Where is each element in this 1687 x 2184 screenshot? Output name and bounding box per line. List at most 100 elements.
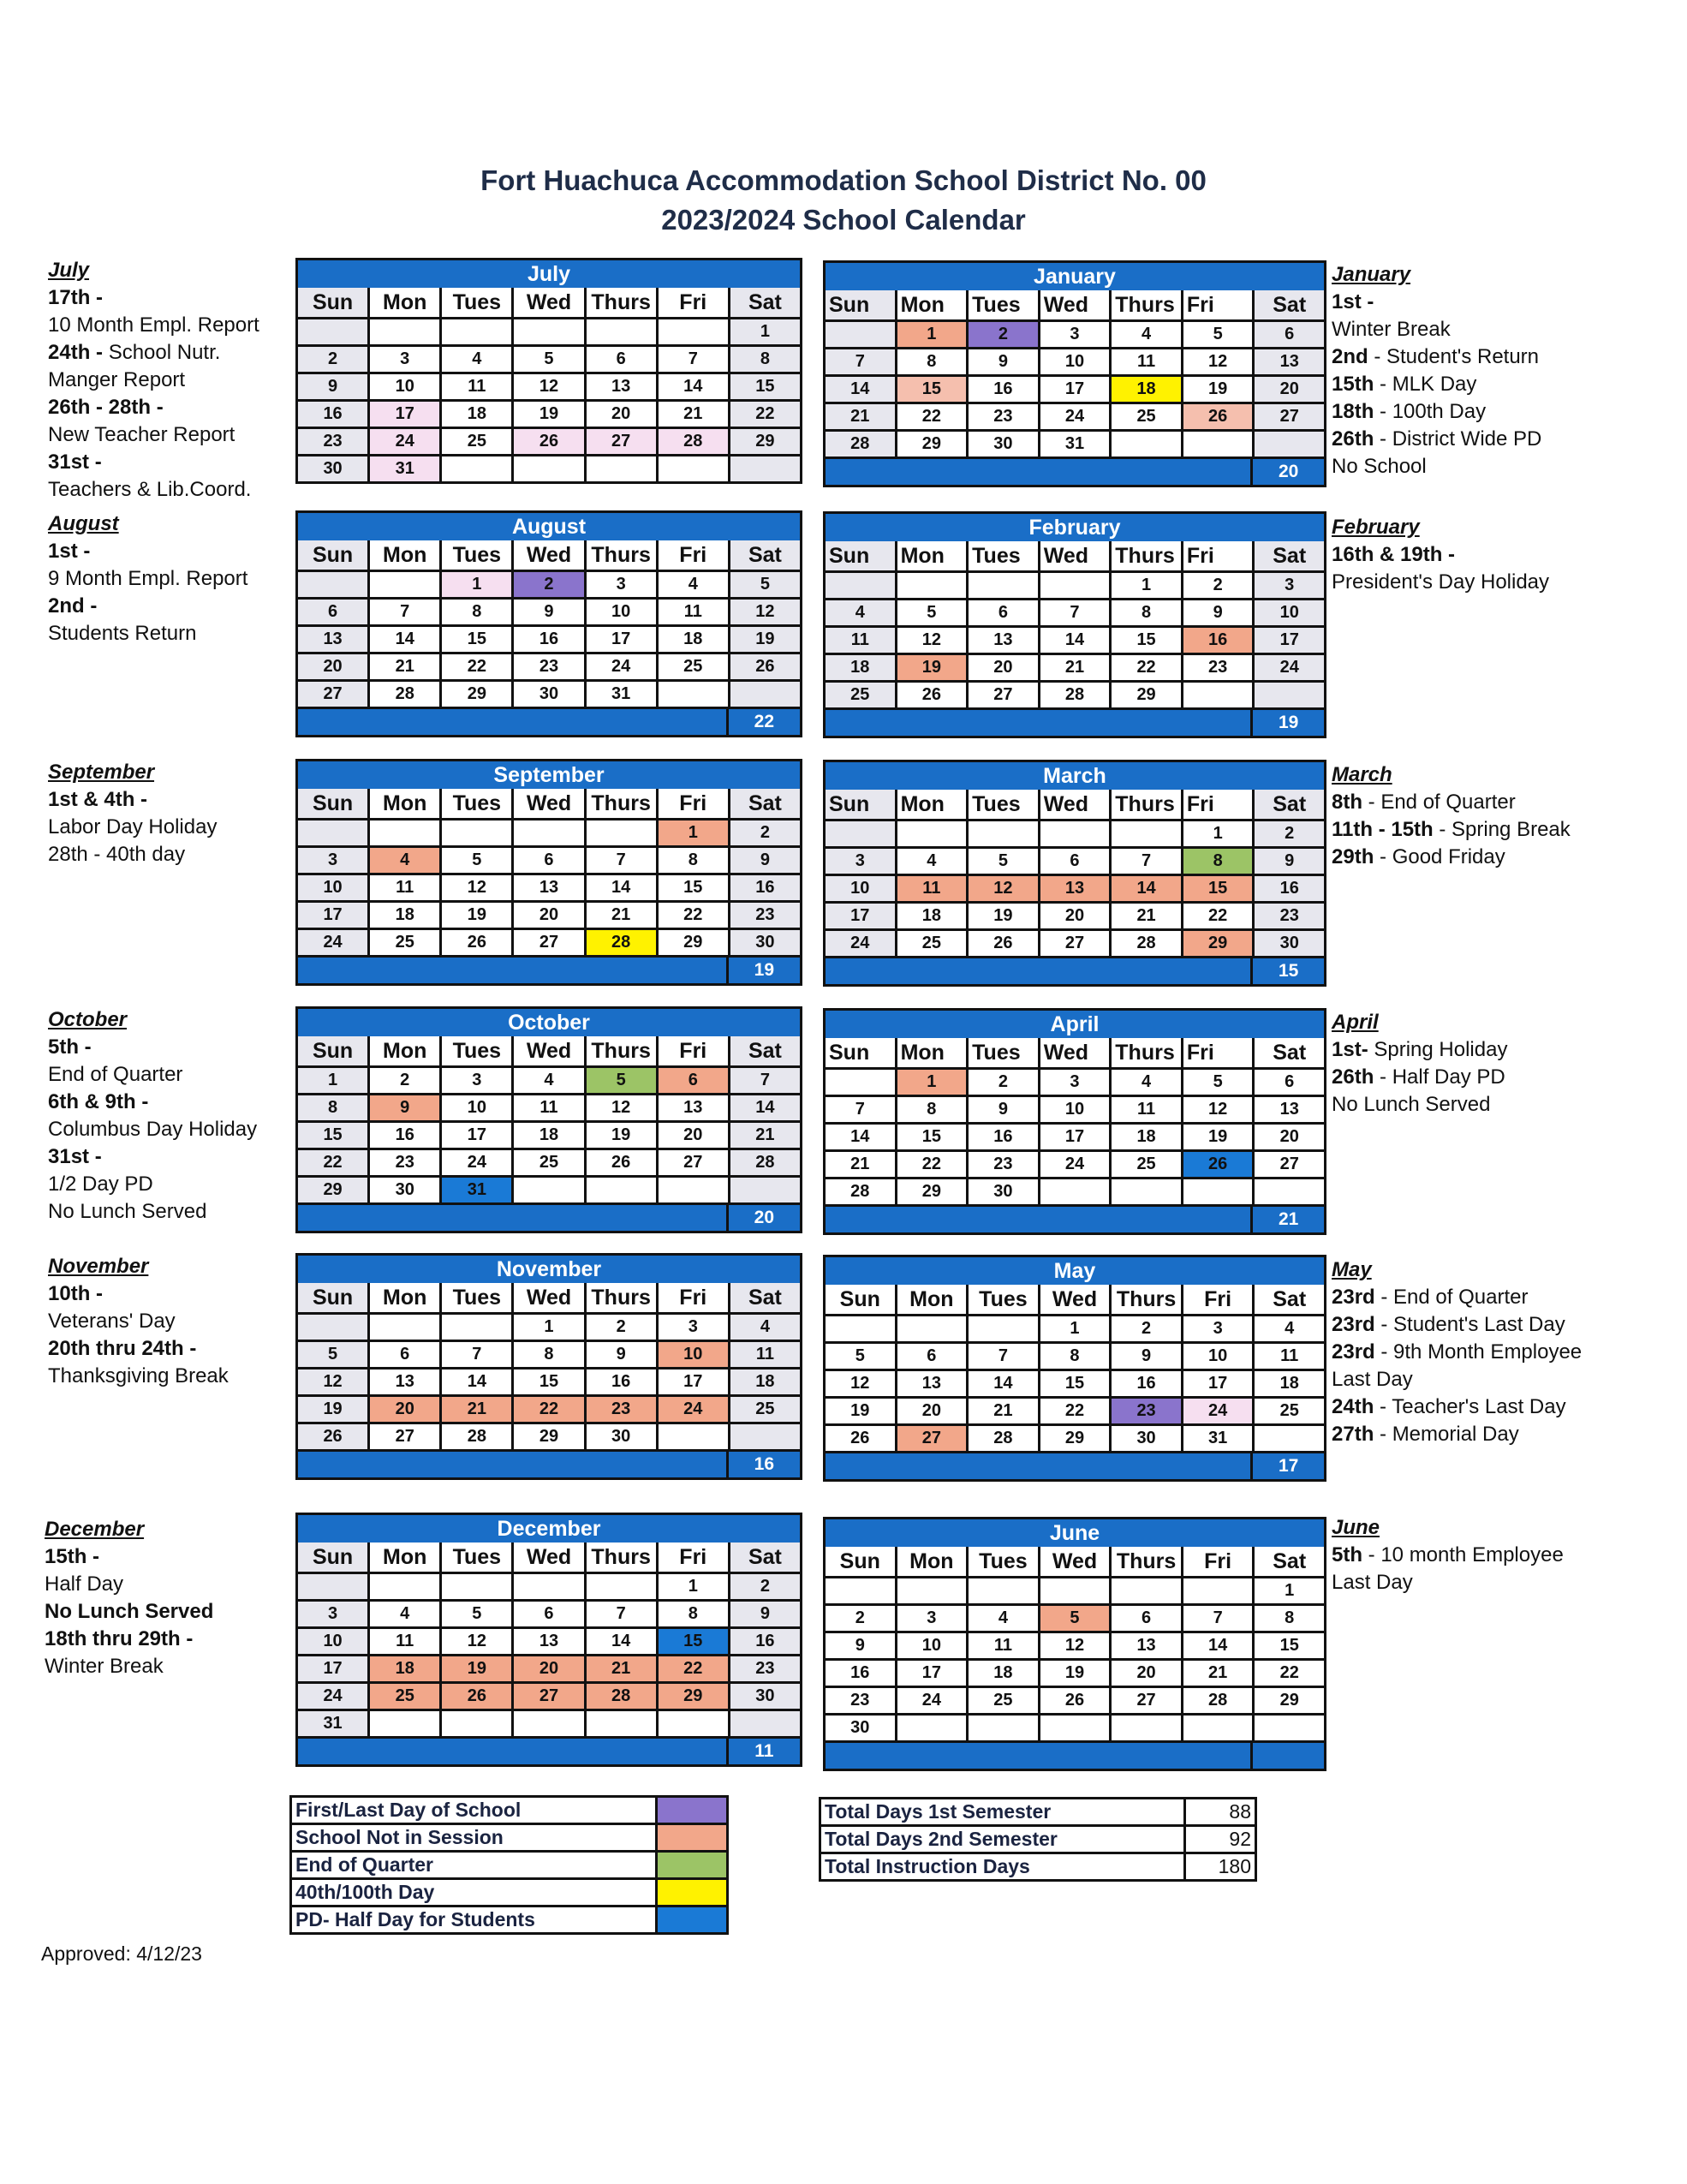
day-cell: 10 [586,600,656,624]
month-title: April [826,1011,1324,1038]
note-text: No Lunch Served [48,1200,207,1223]
day-cell: 29 [514,1424,584,1449]
day-cell: 4 [730,1315,800,1340]
day-cell: 29 [897,432,967,456]
instruction-day-count: 15 [1253,958,1324,984]
footer-bar [826,459,1251,485]
weekday-header: Fri [658,789,728,818]
weekday-header: Thurs [586,288,656,317]
day-cell: 21 [442,1397,512,1422]
day-cell: 12 [298,1369,368,1394]
day-cell: 28 [969,1426,1038,1451]
weekday-header: Fri [1183,541,1253,570]
weekday-header: Tues [442,1283,512,1312]
day-cell: 1 [298,1068,368,1093]
day-cell: 20 [1040,904,1110,928]
note-line: Winter Break [1332,316,1541,343]
day-cell: 15 [897,1125,967,1149]
day-cell: 1 [1255,1578,1324,1603]
empty-cell [442,820,512,845]
day-cell: 15 [514,1369,584,1394]
weekday-header: Thurs [1112,1038,1181,1067]
day-cell: 11 [1255,1344,1324,1369]
weekday-header: Mon [370,1543,440,1572]
day-cell: 10 [1040,1097,1110,1122]
day-cell: 20 [1255,1125,1324,1149]
weekday-header: Sun [826,290,895,319]
day-cell: 6 [1112,1606,1181,1631]
notes-heading: April [1332,1011,1379,1034]
empty-cell [586,319,656,344]
weekday-header: Sun [298,789,368,818]
day-cell: 13 [298,627,368,652]
day-cell: 12 [1183,1097,1253,1122]
empty-cell [730,1424,800,1449]
month-july: July Sun Mon Tues Wed Thurs Fri Sat 1 2 3 4 5 6 7 8 9 10 1… [295,258,802,484]
note-line: 2nd - [48,593,247,620]
weekday-header: Mon [897,1547,967,1576]
day-cell: 22 [897,404,967,429]
day-cell: 2 [1112,1316,1181,1341]
month-footer: 20 [826,459,1324,485]
totals-label: Total Days 1st Semester [821,1799,1183,1824]
notes-heading: November [48,1255,149,1278]
day-cell: 12 [897,628,967,653]
note-date: 15th [1332,373,1374,396]
day-cell: 15 [658,875,728,900]
day-cell: 3 [586,572,656,597]
day-cell: 2 [969,322,1038,347]
day-cell: 20 [514,903,584,928]
footer-bar [826,1207,1251,1232]
notes-july: July 17th -10 Month Empl. Report 24th - Sc… [48,257,259,504]
day-cell: 9 [1112,1344,1181,1369]
day-cell: 26 [514,429,584,454]
month-december: December Sun Mon Tues Wed Thurs Fri Sat 1 2 3 4 5 6 7 8… [295,1513,802,1767]
day-cell: 14 [826,377,895,402]
note-date: 18th [1332,400,1374,423]
notes-december: December 15th - Half Day No Lunch Served 18t… [45,1516,213,1680]
day-cell: 18 [514,1123,584,1148]
note-text: Veterans' Day [48,1310,176,1333]
day-cell: 7 [370,600,440,624]
note-line: 9 Month Empl. Report [48,565,247,593]
day-cell: 18 [730,1369,800,1394]
day-cell: 10 [370,374,440,399]
day-cell: 3 [298,848,368,873]
day-cell: 16 [1255,876,1324,901]
month-footer: 19 [826,710,1324,736]
note-line: 31st - [48,449,259,476]
empty-cell [514,319,584,344]
day-cell: 4 [442,347,512,372]
empty-cell [826,1578,895,1603]
day-cell: 13 [658,1095,728,1120]
day-cell: 17 [1040,1125,1110,1149]
totals-value: 180 [1186,1854,1255,1879]
note-date: 17th - [48,286,104,309]
day-cell: 4 [1112,1070,1181,1095]
empty-cell [730,456,800,481]
note-line: 18th thru 29th - [45,1626,213,1653]
weekday-header: Wed [514,540,584,570]
day-cell: 13 [897,1371,967,1396]
note-text: - 100th Day [1374,400,1487,423]
note-line: 23rd - End of Quarter [1332,1284,1582,1311]
day-cell: 20 [658,1123,728,1148]
note-date: 6th & 9th - [48,1090,149,1113]
note-text: - Memorial Day [1374,1423,1519,1446]
note-text: Teachers & Lib.Coord. [48,478,252,501]
day-cell: 24 [658,1397,728,1422]
empty-cell [658,1711,728,1736]
day-cell: 8 [658,848,728,873]
day-cell: 8 [897,1097,967,1122]
day-cell: 19 [442,1656,512,1681]
weekday-header: Tues [442,540,512,570]
day-cell: 12 [1183,349,1253,374]
day-cell: 30 [969,432,1038,456]
weekday-header: Mon [897,541,967,570]
day-cell: 29 [1183,931,1253,956]
day-cell: 27 [370,1424,440,1449]
day-cell: 16 [298,402,368,427]
day-cell: 28 [586,1684,656,1709]
day-cell: 21 [826,404,895,429]
weekday-header: Wed [514,1543,584,1572]
